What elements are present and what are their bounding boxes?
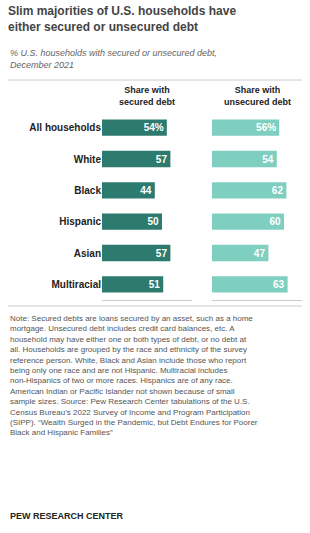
svg-text:63: 63 [273,279,285,290]
svg-text:54%: 54% [144,122,164,133]
svg-text:Note: Secured debts are loans: Note: Secured debts are loans secured by… [10,314,258,437]
svg-text:All households: All households [29,122,101,133]
svg-text:Hispanic: Hispanic [59,216,101,227]
svg-text:54: 54 [262,154,274,165]
svg-text:Slim majorities of U.S. househ: Slim majorities of U.S. households havee… [8,4,236,34]
svg-text:PEW RESEARCH CENTER: PEW RESEARCH CENTER [10,511,124,521]
svg-text:47: 47 [254,248,266,259]
svg-text:44: 44 [140,185,152,196]
svg-text:56%: 56% [256,122,276,133]
svg-text:White: White [74,154,102,165]
svg-text:Asian: Asian [74,248,101,259]
svg-text:Multiracial: Multiracial [52,279,102,290]
svg-text:Share withunsecured debt: Share withunsecured debt [224,85,291,107]
svg-text:Black: Black [74,185,101,196]
svg-text:57: 57 [156,154,168,165]
svg-text:% U.S. households with secured: % U.S. households with secured or unsecu… [10,48,217,70]
svg-text:57: 57 [156,248,168,259]
svg-text:Share withsecured debt: Share withsecured debt [119,85,175,107]
svg-text:62: 62 [272,185,284,196]
svg-text:50: 50 [147,216,159,227]
svg-text:60: 60 [269,216,281,227]
svg-text:51: 51 [149,279,161,290]
